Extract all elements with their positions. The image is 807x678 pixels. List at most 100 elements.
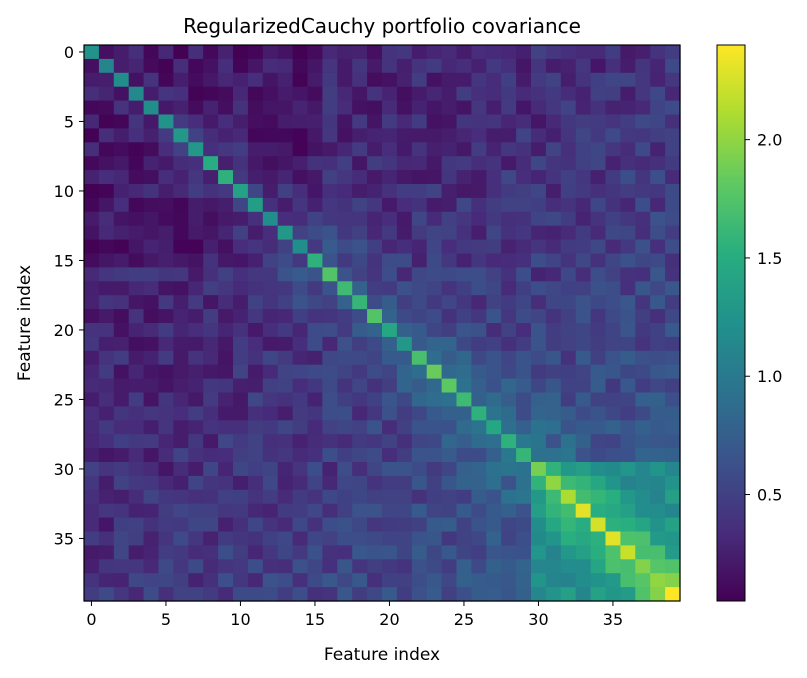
heatmap-cell bbox=[367, 350, 383, 366]
heatmap-cell bbox=[516, 406, 532, 421]
y-axis-tick-label: 10 bbox=[54, 182, 74, 201]
heatmap-cell bbox=[98, 406, 115, 421]
heatmap-cell bbox=[665, 392, 681, 407]
heatmap-cell bbox=[367, 489, 383, 505]
heatmap-cell bbox=[456, 86, 472, 102]
heatmap-cell bbox=[158, 448, 174, 463]
heatmap-cell bbox=[590, 531, 607, 546]
heatmap-cell bbox=[516, 573, 532, 588]
heatmap-cell bbox=[143, 58, 160, 74]
heatmap-cell bbox=[471, 378, 487, 394]
heatmap-cell bbox=[456, 184, 472, 199]
heatmap-cell bbox=[307, 573, 323, 588]
heatmap-cell bbox=[575, 211, 592, 227]
heatmap-cell bbox=[665, 309, 681, 324]
heatmap-cell bbox=[441, 58, 458, 74]
heatmap-cell bbox=[307, 503, 323, 519]
heatmap-cell bbox=[203, 559, 219, 574]
heatmap-cell bbox=[143, 170, 160, 185]
heatmap-cell bbox=[337, 45, 353, 60]
heatmap-cell bbox=[203, 573, 219, 588]
heatmap-cell bbox=[486, 336, 502, 352]
heatmap-cell bbox=[337, 184, 353, 199]
heatmap-cell bbox=[635, 573, 651, 588]
heatmap-cell bbox=[218, 100, 234, 116]
heatmap-cell bbox=[218, 350, 234, 366]
heatmap-cell bbox=[322, 392, 338, 407]
heatmap-cell bbox=[545, 100, 562, 116]
heatmap-cell bbox=[322, 128, 338, 143]
heatmap-cell bbox=[650, 489, 666, 505]
heatmap-cell bbox=[322, 475, 338, 491]
heatmap-cell bbox=[262, 281, 279, 296]
heatmap-cell bbox=[605, 45, 621, 60]
heatmap-cell bbox=[322, 253, 338, 268]
heatmap-cell bbox=[560, 323, 577, 338]
heatmap-cell bbox=[337, 406, 353, 421]
heatmap-cell bbox=[262, 392, 279, 407]
heatmap-cell bbox=[545, 475, 562, 491]
heatmap-cell bbox=[143, 156, 160, 171]
heatmap-cell bbox=[262, 170, 279, 185]
heatmap-cell bbox=[337, 587, 353, 602]
heatmap-cell bbox=[322, 336, 338, 352]
heatmap-cell bbox=[531, 128, 547, 143]
heatmap-cell bbox=[292, 503, 309, 519]
heatmap-cell bbox=[635, 420, 651, 435]
heatmap-cell bbox=[501, 364, 517, 380]
heatmap-cell bbox=[367, 475, 383, 491]
heatmap-cell bbox=[560, 350, 577, 366]
heatmap-cell bbox=[441, 100, 458, 116]
heatmap-cell bbox=[396, 86, 413, 102]
heatmap-cell bbox=[396, 114, 413, 129]
heatmap-cell bbox=[590, 197, 607, 213]
heatmap-cell bbox=[665, 323, 681, 338]
heatmap-cell bbox=[620, 559, 636, 574]
heatmap-cell bbox=[650, 462, 666, 477]
heatmap-cell bbox=[277, 545, 294, 560]
heatmap-frame bbox=[83, 44, 681, 602]
heatmap-cell bbox=[411, 225, 428, 241]
heatmap-cell bbox=[337, 462, 353, 477]
heatmap-cell bbox=[486, 587, 502, 602]
heatmap-cell bbox=[426, 406, 443, 421]
heatmap-cell bbox=[203, 489, 219, 505]
heatmap-cell bbox=[426, 295, 443, 310]
heatmap-cell bbox=[203, 531, 219, 546]
heatmap-cell bbox=[531, 86, 547, 102]
heatmap-cell bbox=[620, 197, 636, 213]
heatmap-cell bbox=[128, 45, 145, 60]
heatmap-cell bbox=[456, 323, 472, 338]
heatmap-cell bbox=[560, 517, 577, 533]
heatmap-cell bbox=[665, 86, 681, 102]
heatmap-cell bbox=[188, 295, 204, 310]
heatmap-cell bbox=[605, 253, 621, 268]
heatmap-cell bbox=[501, 128, 517, 143]
heatmap-cell bbox=[218, 281, 234, 296]
heatmap-cell bbox=[158, 392, 174, 407]
heatmap-cell bbox=[575, 184, 592, 199]
heatmap-cell bbox=[456, 156, 472, 171]
heatmap-cell bbox=[337, 267, 353, 282]
heatmap-cell bbox=[292, 364, 309, 380]
heatmap-cell bbox=[605, 267, 621, 282]
heatmap-cell bbox=[367, 128, 383, 143]
heatmap-cell bbox=[307, 323, 323, 338]
heatmap-cell bbox=[247, 142, 264, 157]
heatmap-cell bbox=[307, 142, 323, 157]
heatmap-cell bbox=[143, 475, 160, 491]
heatmap-cell bbox=[382, 392, 398, 407]
heatmap-cell bbox=[218, 225, 234, 241]
heatmap-cell bbox=[486, 156, 502, 171]
heatmap-cell bbox=[620, 448, 636, 463]
heatmap-cell bbox=[620, 336, 636, 352]
heatmap-cell bbox=[307, 350, 323, 366]
heatmap-cell bbox=[396, 295, 413, 310]
heatmap-cell bbox=[143, 406, 160, 421]
heatmap-cell bbox=[233, 281, 249, 296]
heatmap-cell bbox=[233, 309, 249, 324]
heatmap-cell bbox=[665, 58, 681, 74]
heatmap-cell bbox=[620, 211, 636, 227]
heatmap-cell bbox=[233, 100, 249, 116]
